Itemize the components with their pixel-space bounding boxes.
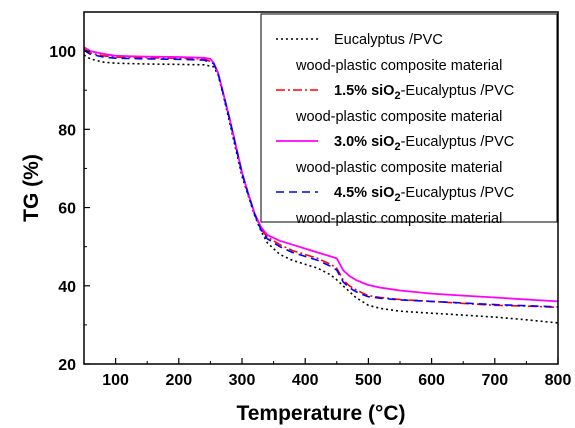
plot-frame [83, 11, 559, 365]
x-tick-label: 100 [102, 372, 129, 389]
x-tick-label: 300 [229, 372, 256, 389]
y-tick-label: 80 [58, 122, 76, 139]
legend-subscript: 2 [394, 141, 400, 153]
legend-suffix: -Eucalyptus /PVC [401, 134, 515, 150]
legend-prefix: 4.5% siO [334, 185, 394, 201]
series-line-s2 [84, 46, 558, 303]
legend-label-s2: 3.0% siO2-Eucalyptus /PVC [334, 134, 514, 153]
series-layer [84, 46, 558, 324]
x-tick-label: 600 [418, 372, 445, 389]
series-line-s3 [84, 49, 558, 308]
y-tick-label: 40 [58, 279, 76, 296]
series-line-s1 [84, 48, 558, 309]
x-tick-label: 400 [292, 372, 319, 389]
legend-label-s1: 1.5% siO2-Eucalyptus /PVC [334, 83, 514, 102]
legend-box [260, 13, 558, 223]
legend-suffix: -Eucalyptus /PVC [401, 185, 515, 201]
legend-suffix: Eucalyptus /PVC [334, 32, 443, 48]
y-tick-label: 60 [58, 201, 76, 218]
x-tick-label: 500 [355, 372, 382, 389]
ticks-layer: 100 200 300 400 500 600 700 800 20 40 60 80 100 [49, 44, 571, 389]
y-tick-label: 20 [58, 357, 76, 374]
x-tick-label: 200 [165, 372, 192, 389]
series-line-s0 [84, 54, 558, 324]
y-tick-label: 100 [49, 44, 76, 61]
legend-line2-s0: wood-plastic composite material [295, 58, 502, 74]
legend-prefix: 1.5% siO [334, 83, 394, 99]
legend-subscript: 2 [394, 90, 400, 102]
legend-subscript: 2 [394, 192, 400, 204]
legend-prefix: 3.0% siO [334, 134, 394, 150]
x-axis-title: Temperature (°C) [236, 402, 405, 425]
legend-label-s3: 4.5% siO2-Eucalyptus /PVC [334, 185, 514, 204]
legend-line2-s2: wood-plastic composite material [295, 160, 502, 176]
legend-suffix: -Eucalyptus /PVC [401, 83, 515, 99]
x-tick-label: 800 [545, 372, 572, 389]
y-axis-title: TG (%) [20, 154, 43, 222]
x-tick-label: 700 [481, 372, 508, 389]
legend-line2-s3: wood-plastic composite material [295, 211, 502, 227]
legend-label-s0: Eucalyptus /PVC [334, 32, 443, 48]
legend-line2-s1: wood-plastic composite material [295, 109, 502, 125]
legend: Eucalyptus /PVC wood-plastic composite ma… [260, 13, 558, 227]
